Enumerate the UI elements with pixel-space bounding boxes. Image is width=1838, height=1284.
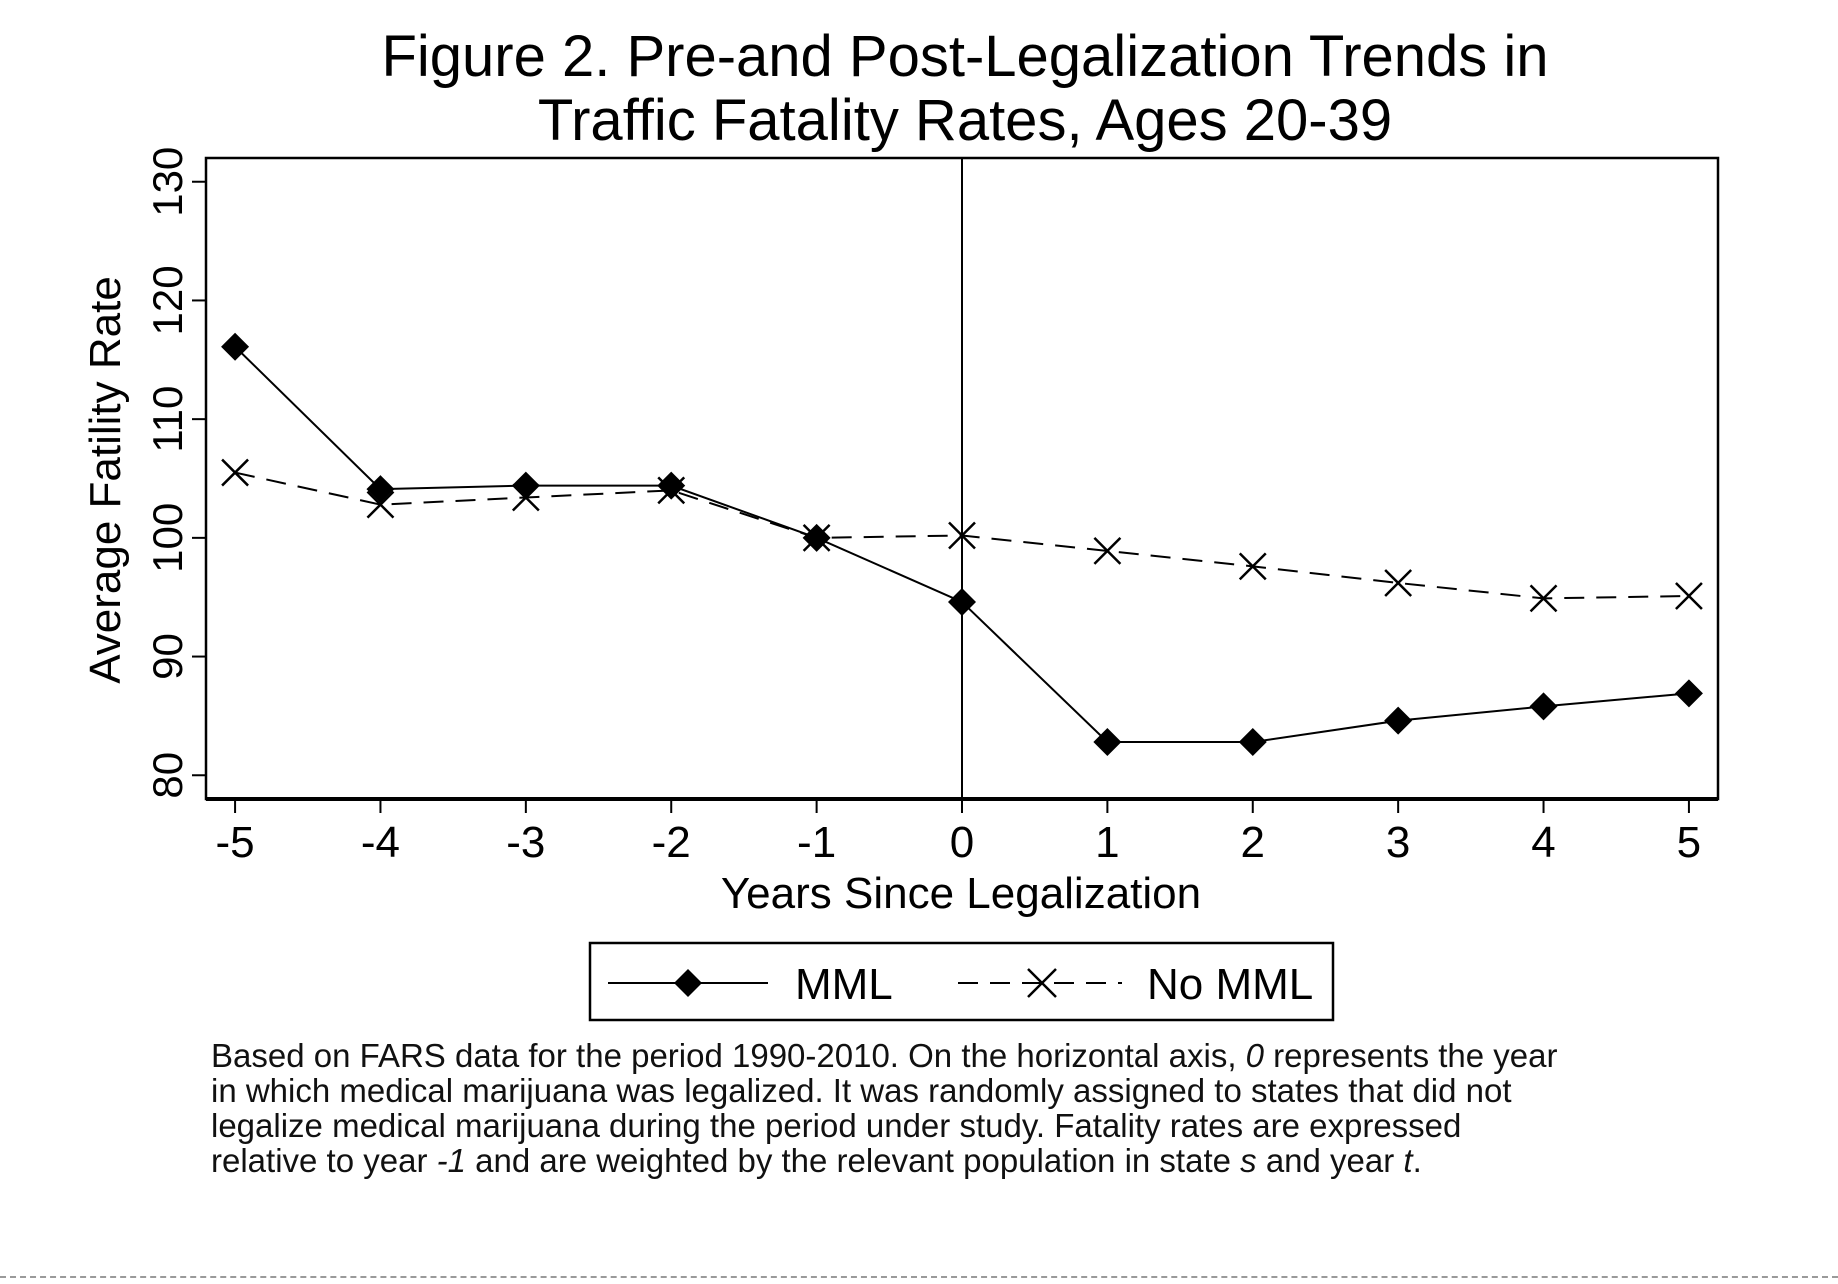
y-tick-label: 130 [144,147,191,217]
caption-line: relative to year -1 and are weighted by … [211,1143,1731,1178]
data-point-mml [511,471,540,500]
data-point-no-mml [948,521,976,550]
legend-no-mml-label: No MML [1147,960,1313,1009]
series-markers [221,332,1703,757]
x-tick-label: 5 [1677,818,1701,867]
data-point-no-mml [221,458,249,487]
data-point-mml [221,332,250,361]
caption-italic-text: -1 [436,1142,466,1179]
x-tick-label: 1 [1095,818,1119,867]
data-point-no-mml [1675,582,1703,610]
y-tick-label: 110 [144,386,191,453]
caption-text: in which medical marijuana was legalized… [211,1072,1512,1109]
data-point-no-mml [1384,569,1413,597]
data-point-no-mml [1529,584,1558,613]
legend-mml-diamond-marker [674,969,702,997]
caption-text: . [1412,1142,1422,1179]
data-point-mml [1238,728,1267,757]
y-tick-label: 100 [144,503,191,573]
x-tick-label: -4 [361,818,400,867]
data-point-mml [657,471,686,500]
figure-caption: Based on FARS data for the period 1990-2… [211,1038,1731,1178]
data-point-no-mml [1093,537,1122,565]
data-point-mml [1529,692,1558,721]
legend-mml-label: MML [795,960,893,1009]
caption-italic-text: 0 [1245,1037,1265,1074]
y-tick-label: 80 [144,752,191,799]
x-tick-label: 2 [1241,818,1265,867]
data-point-mml [802,523,831,552]
data-point-mml [1674,679,1703,708]
y-tick-label: 90 [144,633,191,680]
data-point-no-mml [366,490,395,519]
caption-text: legalize medical marijuana during the pe… [211,1107,1462,1144]
caption-line: in which medical marijuana was legalized… [211,1073,1731,1108]
data-point-no-mml [1238,552,1267,581]
data-point-mml [1384,706,1413,735]
x-tick-label: 3 [1386,818,1410,867]
caption-text: and year [1256,1142,1404,1179]
chart-title: Figure 2. Pre-and Post-Legalization Tren… [381,24,1548,153]
x-tick-label: -3 [506,818,545,867]
caption-italic-text: s [1240,1142,1257,1179]
legend-item-mml: MML [608,960,893,1009]
caption-text: Based on FARS data for the period 1990-2… [211,1037,1246,1074]
caption-text: relative to year [211,1142,437,1179]
legend-no-mml-x-marker [1027,968,1057,998]
chart-title-line-2: Traffic Fatality Rates, Ages 20-39 [538,88,1392,153]
caption-line: legalize medical marijuana during the pe… [211,1108,1731,1143]
caption-italic-text: t [1403,1142,1413,1179]
x-tick-label: 0 [950,818,974,867]
legend-item-no-mml: No MML [958,960,1313,1009]
page-divider [0,1276,1838,1278]
legend: MML No MML [588,941,1335,1022]
x-axis: -5 -4 -3 -2 -1 0 1 2 3 4 5 [216,799,1701,867]
x-tick-label: 4 [1531,818,1555,867]
caption-text: and are weighted by the relevant populat… [465,1142,1241,1179]
data-point-mml [1093,728,1122,757]
x-axis-label: Years Since Legalization [721,869,1201,918]
y-tick-label: 120 [144,265,191,335]
x-tick-label: -5 [216,818,255,867]
caption-text: represents the year [1264,1037,1558,1074]
y-axis: 80 90 100 110 120 130 [144,147,206,799]
x-tick-label: -1 [797,818,836,867]
data-point-mml [948,587,976,616]
x-tick-label: -2 [652,818,691,867]
caption-line: Based on FARS data for the period 1990-2… [211,1038,1731,1073]
legend-box [588,941,1335,1022]
chart-title-line-1: Figure 2. Pre-and Post-Legalization Tren… [381,24,1548,89]
y-axis-label: Average Fatility Rate [81,276,130,684]
data-point-mml [366,475,395,504]
